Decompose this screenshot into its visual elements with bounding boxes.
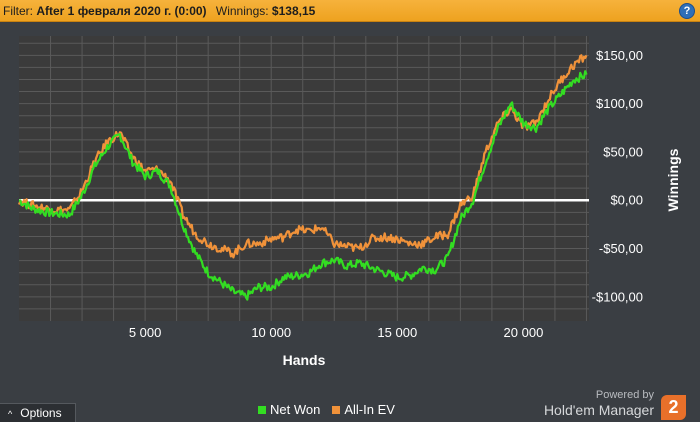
- legend-item-net-won[interactable]: Net Won: [258, 402, 320, 417]
- x-tick-label: 15 000: [377, 325, 417, 340]
- powered-by-text: Powered by: [595, 389, 654, 401]
- product-name: Hold'em Manager: [543, 402, 654, 418]
- y-tick-labels: $150,00 $100,00 $50,00 $0,00 -$50,00 -$100,00: [592, 48, 643, 305]
- x-tick-label: 10 000: [251, 325, 291, 340]
- options-button[interactable]: ^ Options: [0, 403, 76, 422]
- x-tick-label: 20 000: [504, 325, 544, 340]
- all-in-ev-swatch: [332, 405, 341, 414]
- filter-bar[interactable]: Filter: After 1 февраля 2020 г. (0:00) W…: [0, 0, 700, 22]
- series-line-all-in-ev: [17, 54, 588, 259]
- y-tick-label: -$100,00: [592, 289, 643, 304]
- y-axis-title: Winnings: [665, 148, 681, 211]
- filter-value: After 1 февраля 2020 г. (0:00): [36, 4, 207, 18]
- hem2-logo-icon: 2: [661, 395, 686, 420]
- winnings-label: Winnings:: [215, 4, 269, 18]
- chart-grid: [19, 36, 589, 321]
- winnings-value: $138,15: [271, 4, 316, 18]
- y-tick-label: $150,00: [596, 48, 643, 63]
- x-tick-labels: 5 000 10 000 15 000 20 000: [129, 325, 543, 340]
- x-tick-label: 5 000: [129, 325, 162, 340]
- legend-item-all-in-ev[interactable]: All-In EV: [332, 402, 395, 417]
- y-tick-label: $100,00: [596, 96, 643, 111]
- chevron-up-icon: ^: [8, 409, 13, 419]
- y-tick-label: -$50,00: [599, 241, 643, 256]
- winnings-chart: $150,00 $100,00 $50,00 $0,00 -$50,00 -$100,00…: [17, 36, 681, 368]
- legend-all-in-ev-label: All-In EV: [344, 402, 395, 417]
- chart-legend: Net Won All-In EV: [258, 402, 395, 417]
- y-tick-label: $50,00: [603, 144, 643, 159]
- help-icon[interactable]: ?: [679, 3, 695, 19]
- filter-label: Filter:: [3, 4, 33, 18]
- y-tick-label: $0,00: [610, 193, 643, 208]
- x-axis-title: Hands: [283, 352, 326, 368]
- series-layer: [17, 54, 588, 301]
- series-line-net-won: [18, 70, 588, 301]
- options-label: Options: [20, 406, 62, 420]
- net-won-swatch: [258, 405, 266, 414]
- legend-net-won-label: Net Won: [270, 402, 321, 417]
